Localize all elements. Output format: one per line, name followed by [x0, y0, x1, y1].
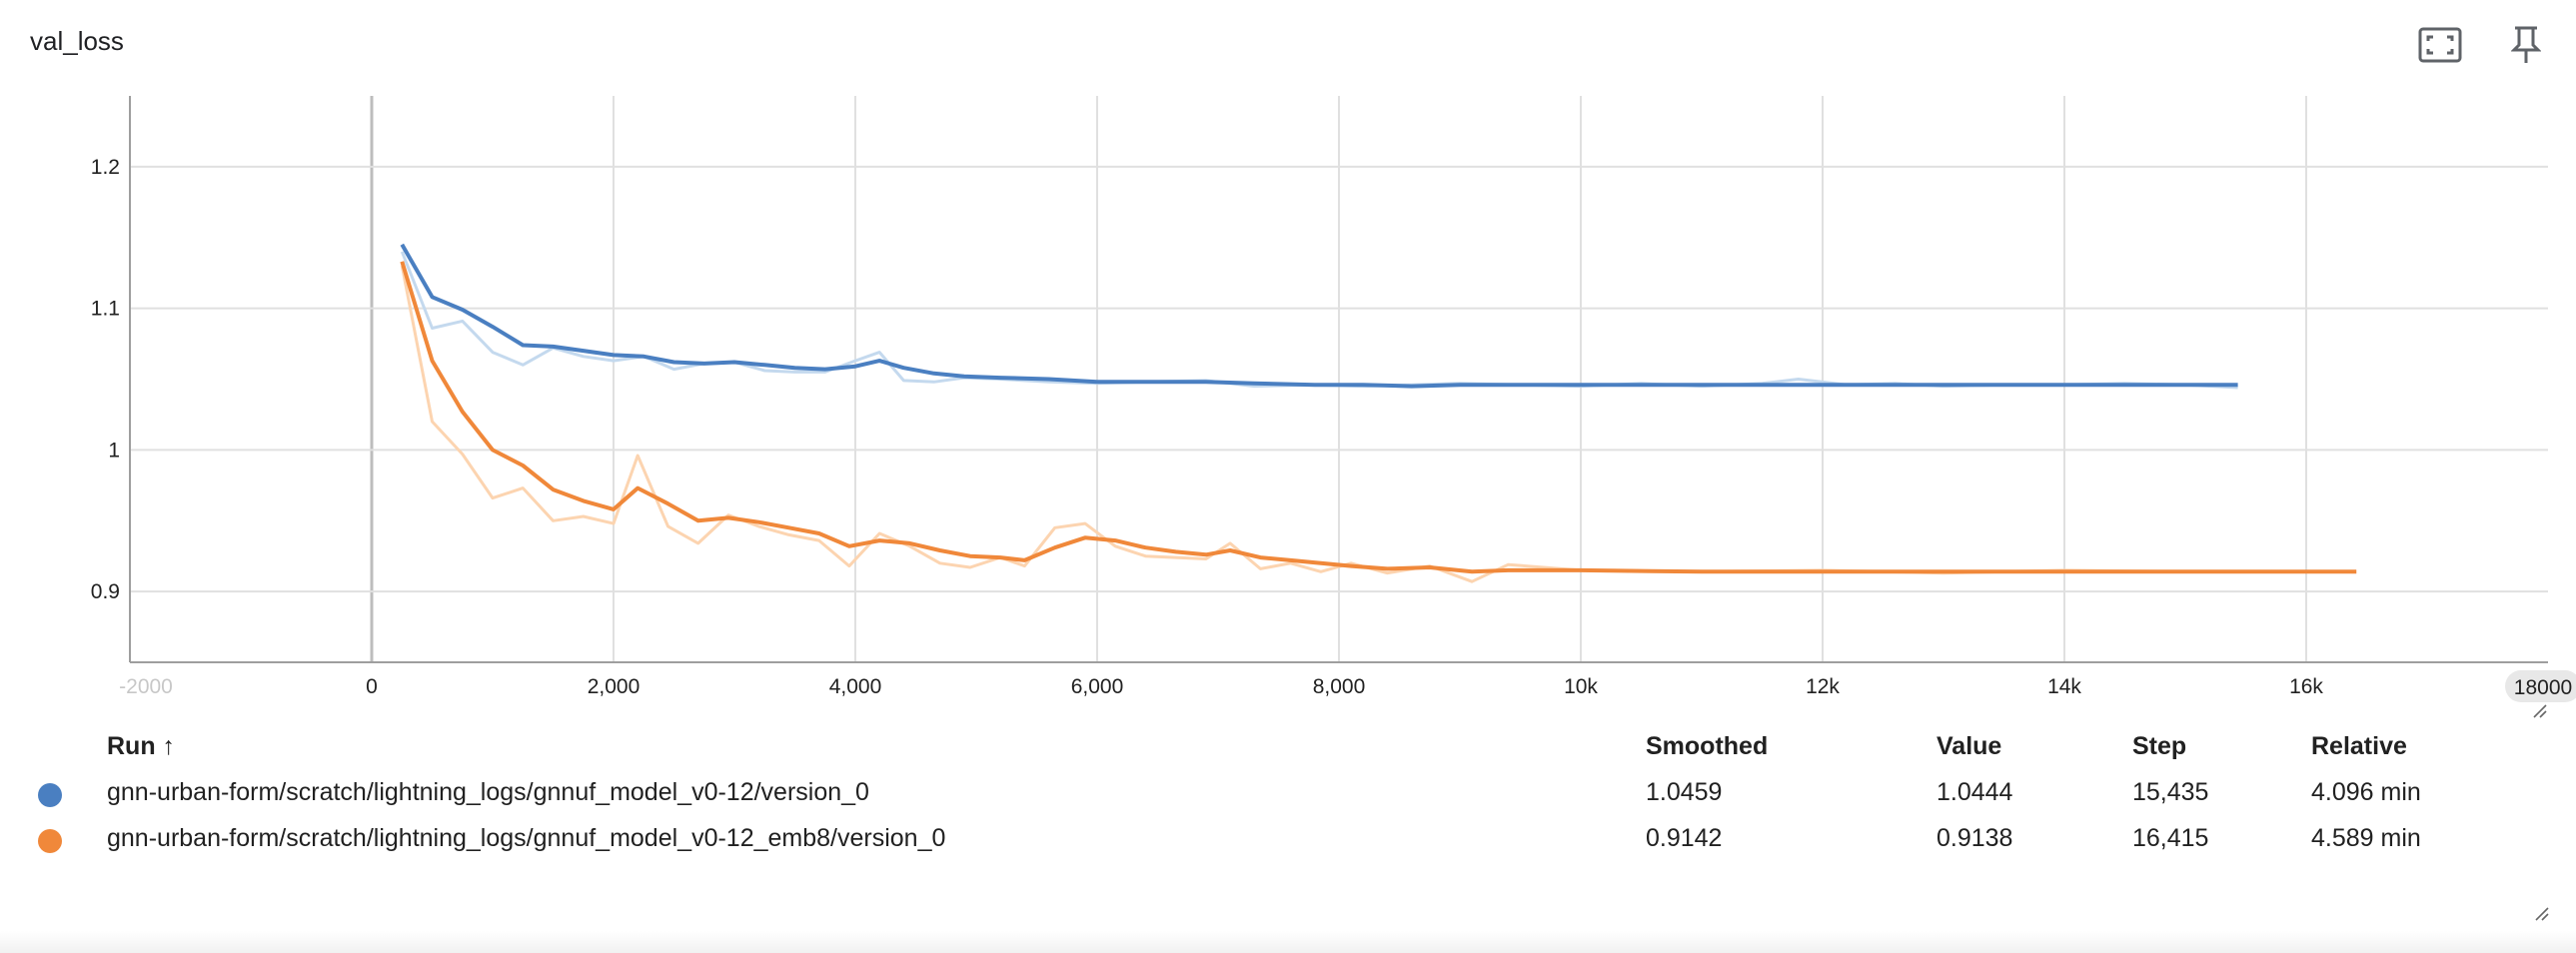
resize-handle-card[interactable] [2532, 904, 2550, 922]
x-tick-label: 8,000 [1313, 675, 1366, 698]
step-value: 16,415 [2132, 824, 2209, 852]
y-tick-label: 1.2 [91, 156, 120, 179]
tick-labels: 0.9 1 1.1 1.2 -2000 0 2,000 4,000 6,000 8,000 10k 1… [91, 156, 2576, 702]
raw-series-line-0 [400, 251, 2238, 390]
relative-value: 4.589 min [2311, 824, 2421, 852]
x-tick-label: 14k [2047, 675, 2081, 698]
y-tick-label: 1.1 [91, 298, 120, 321]
line-chart[interactable]: 0.9 1 1.1 1.2 -2000 0 2,000 4,000 6,000 8,000 10k 1… [0, 80, 2576, 719]
smoothed-series-layer [400, 243, 2357, 574]
resize-handle-chart[interactable] [2533, 704, 2547, 718]
run-name: gnn-urban-form/scratch/lightning_logs/gn… [107, 778, 869, 806]
y-tick-label: 1 [108, 439, 120, 462]
raw-value: 1.0444 [1936, 778, 2013, 806]
fullscreen-button[interactable] [2412, 20, 2468, 70]
runs-table-header: Run ↑ Smoothed Value Step Relative [0, 732, 2576, 778]
x-tick-label: 10k [1564, 675, 1598, 698]
x-tick-label: 2,000 [588, 675, 641, 698]
pin-button[interactable] [2498, 20, 2554, 70]
pin-icon [2511, 26, 2541, 63]
step-value: 15,435 [2132, 778, 2209, 806]
y-tick-label: 0.9 [91, 580, 120, 603]
raw-series-layer [400, 251, 2357, 583]
smoothed-value: 1.0459 [1646, 778, 1723, 806]
x-tick-label: 16k [2289, 675, 2323, 698]
relative-value: 4.096 min [2311, 778, 2421, 806]
card-bottom-edge [0, 931, 2576, 953]
run-name: gnn-urban-form/scratch/lightning_logs/gn… [107, 824, 946, 852]
table-row[interactable]: gnn-urban-form/scratch/lightning_logs/gn… [0, 824, 2576, 870]
header-value[interactable]: Value [1936, 732, 2002, 760]
raw-value: 0.9138 [1936, 824, 2013, 852]
x-tick-label: 6,000 [1071, 675, 1124, 698]
header-relative[interactable]: Relative [2311, 732, 2407, 760]
x-end-label-pill [2505, 670, 2576, 702]
fullscreen-icon [2418, 27, 2462, 63]
table-row[interactable]: gnn-urban-form/scratch/lightning_logs/gn… [0, 778, 2576, 824]
grid-lines [130, 96, 2548, 662]
x-tick-label: -2000 [119, 675, 173, 698]
run-color-dot [38, 783, 62, 807]
run-color-dot [38, 829, 62, 853]
x-tick-label: 4,000 [829, 675, 882, 698]
chart-title: val_loss [30, 26, 124, 56]
x-tick-label: 0 [366, 675, 378, 698]
smoothed-series-line-0 [400, 243, 2238, 389]
raw-series-line-1 [400, 265, 2357, 583]
smoothed-series-line-1 [400, 261, 2357, 574]
x-end-tick-label: 18000 [2514, 676, 2572, 699]
header-step[interactable]: Step [2132, 732, 2187, 760]
header-smoothed[interactable]: Smoothed [1646, 732, 1769, 760]
header-run[interactable]: Run ↑ [107, 732, 176, 760]
axes [129, 96, 2548, 663]
smoothed-value: 0.9142 [1646, 824, 1723, 852]
x-tick-label: 12k [1806, 675, 1840, 698]
